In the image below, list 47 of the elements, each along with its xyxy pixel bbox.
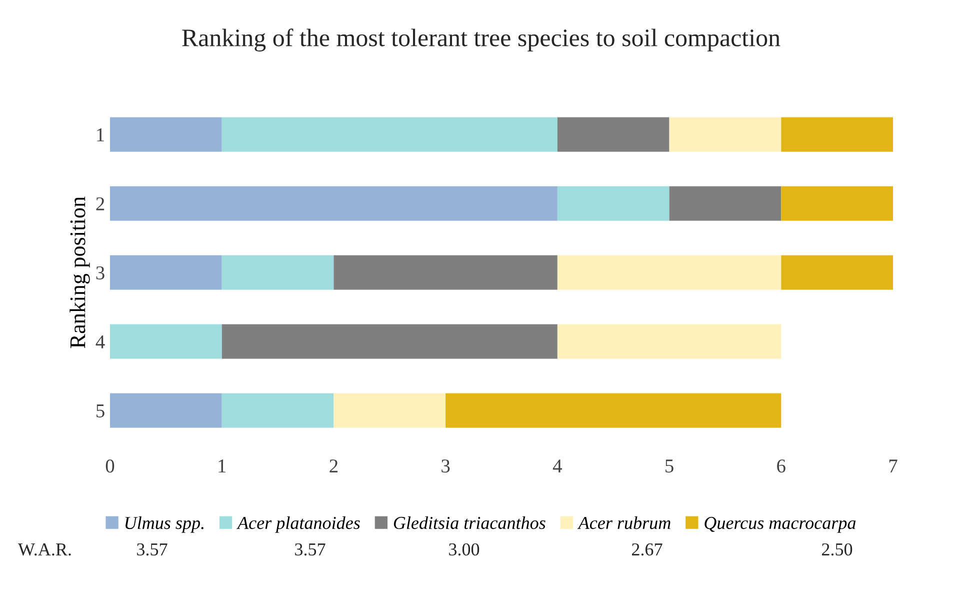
bar [557, 117, 670, 152]
chart-title: Ranking of the most tolerant tree species to soil compaction [182, 28, 780, 52]
bar [110, 393, 222, 428]
bar [557, 324, 782, 359]
bar [334, 393, 446, 428]
x-tick-label: 7 [889, 460, 898, 472]
x-tick-label: 2 [330, 460, 338, 472]
x-tick-label: 3 [442, 460, 450, 473]
legend-label: Ulmus spp. [125, 516, 204, 533]
bar [446, 393, 782, 428]
x-tick-label: 5 [666, 460, 674, 473]
bar [781, 255, 893, 290]
bar [110, 186, 558, 221]
bar [781, 186, 893, 221]
legend-label: Acer rubrum [577, 516, 670, 530]
y-tick-label: 5 [96, 404, 104, 418]
bar [781, 117, 893, 152]
bar [222, 117, 558, 152]
bar [222, 324, 558, 359]
legend-label: Quercus macrocarpa [704, 516, 856, 533]
y-axis-title: Ranking position [70, 196, 90, 348]
y-tick-label: 3 [96, 266, 104, 280]
text: 2.67 [632, 543, 662, 556]
text: 2.50 [822, 543, 852, 556]
bar [669, 186, 782, 221]
text: 3.57 [295, 543, 326, 556]
x-tick-label: 0 [106, 459, 114, 473]
bar [557, 255, 782, 290]
legend-label: Acer platanoides [236, 516, 360, 533]
bar [557, 186, 670, 221]
bar [222, 255, 334, 290]
y-tick-label: 1 [97, 128, 104, 142]
text: 3.57 [137, 543, 168, 556]
y-tick-label: 4 [96, 335, 105, 348]
bar [110, 117, 222, 152]
legend-label: Gleditsia triacanthos [394, 516, 546, 530]
text: 3.00 [449, 543, 480, 556]
bar [669, 117, 782, 152]
bar [334, 255, 558, 290]
bar [110, 255, 222, 290]
bar [222, 393, 334, 428]
x-tick-label: 4 [552, 460, 562, 472]
x-tick-label: 6 [777, 460, 786, 473]
text: W.A.R. [18, 543, 71, 556]
x-tick-label: 1 [218, 460, 226, 472]
y-tick-label: 2 [96, 197, 104, 210]
bar [110, 324, 222, 359]
